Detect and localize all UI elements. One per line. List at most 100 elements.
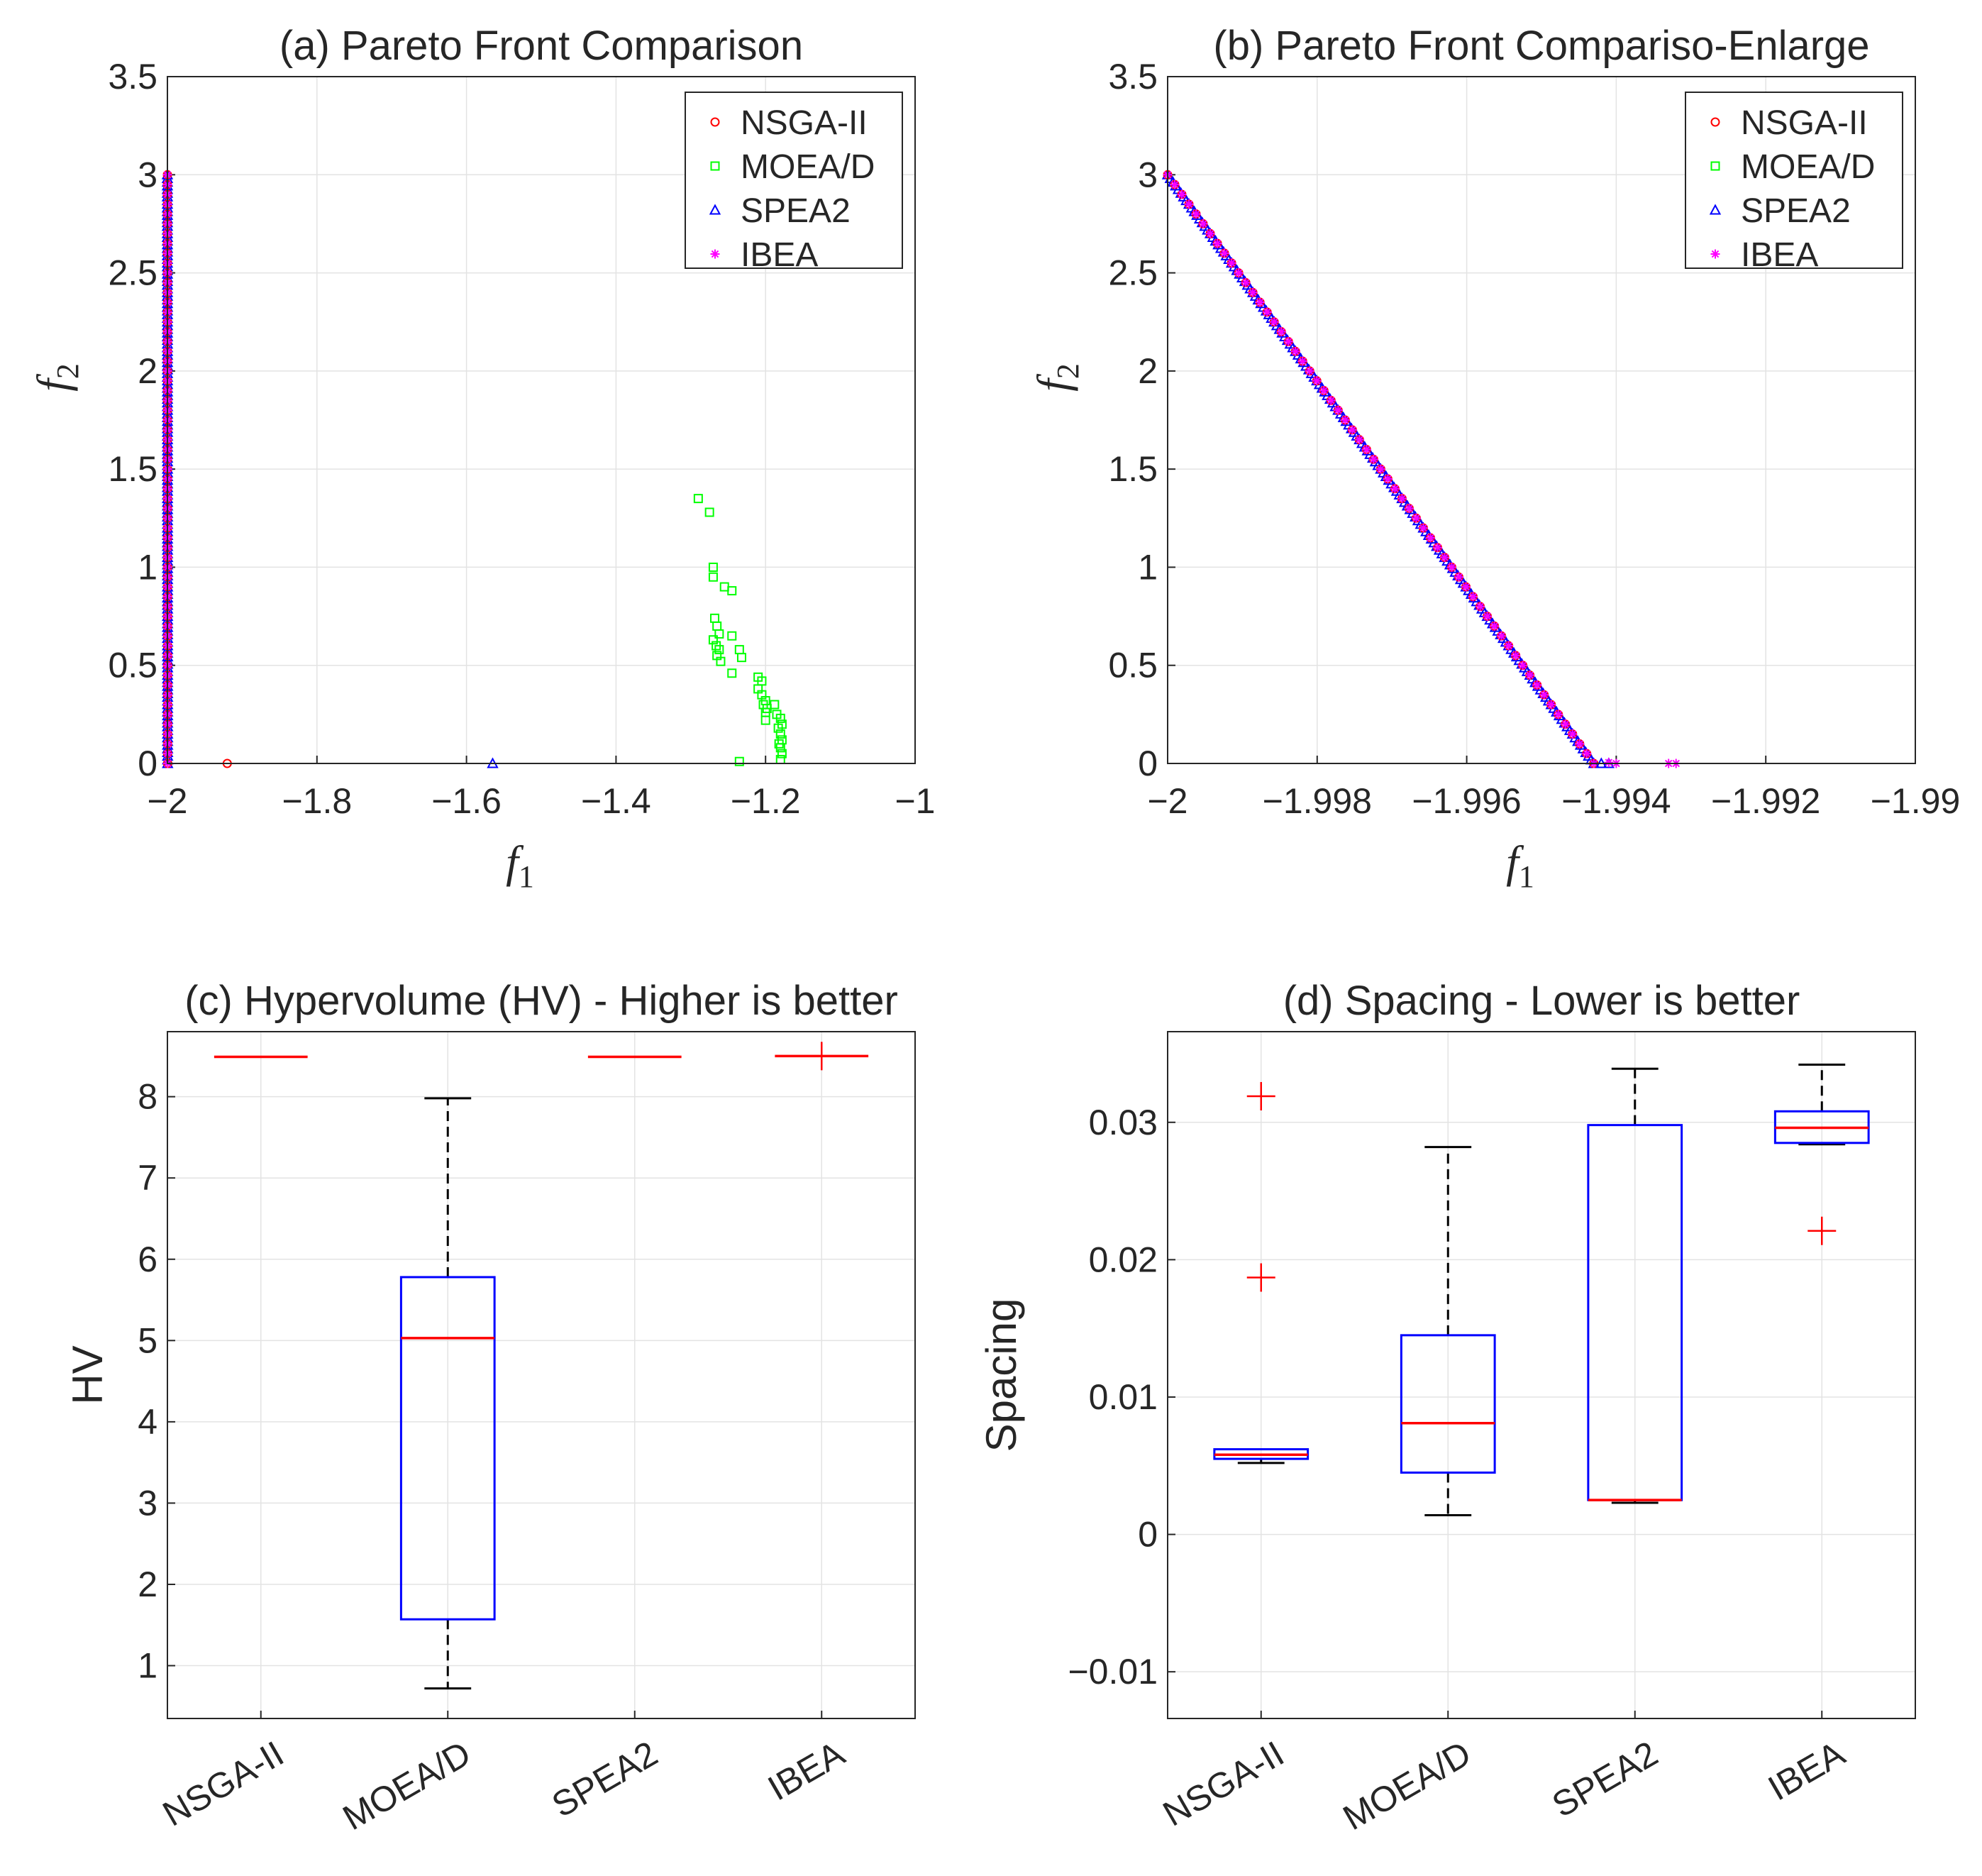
data-point — [760, 715, 770, 725]
front-marker — [1546, 700, 1556, 710]
front-marker — [1432, 543, 1442, 553]
front-marker — [1227, 258, 1236, 268]
front-marker — [1241, 277, 1251, 287]
legend-box — [1685, 92, 1903, 269]
data-point — [777, 749, 787, 758]
x-tick-label: −2 — [1147, 781, 1187, 821]
data-point — [736, 653, 746, 663]
chart-title: (d) Spacing - Lower is better — [1283, 978, 1800, 1024]
front-marker — [1425, 533, 1435, 543]
legend-marker — [1710, 249, 1720, 259]
chart-title: (c) Hypervolume (HV) - Higher is better — [184, 978, 898, 1024]
outlier-marker — [807, 1042, 836, 1071]
x-tick-label: −1.2 — [731, 781, 801, 821]
y-tick-label: 1.5 — [108, 449, 157, 489]
x-tick-label: −1.8 — [282, 781, 352, 821]
front-marker — [1177, 189, 1187, 199]
plot-frame — [167, 1031, 916, 1719]
front-marker — [1234, 268, 1244, 278]
data-point — [708, 572, 718, 582]
category-label: SPEA2 — [546, 1733, 665, 1825]
data-point — [734, 645, 744, 655]
y-tick-label: 0.5 — [1108, 646, 1158, 685]
front-marker — [1205, 228, 1215, 238]
legend-entry: SPEA2 — [1741, 192, 1851, 230]
y-tick-label: 0.03 — [1089, 1103, 1158, 1142]
front-marker — [1539, 690, 1549, 700]
front-marker — [1518, 661, 1528, 671]
y-tick-label: −0.01 — [1068, 1652, 1158, 1692]
front-marker — [1411, 513, 1421, 523]
legend-box — [685, 92, 903, 269]
y-tick-label: 1 — [138, 1646, 157, 1686]
x-tick-label: −1.6 — [431, 781, 502, 821]
data-point — [714, 629, 724, 639]
y-tick-label: 2.5 — [1108, 253, 1158, 293]
data-point — [727, 668, 737, 678]
front-marker — [1170, 180, 1180, 189]
y-tick-label: 2.5 — [108, 253, 157, 293]
data-point — [708, 635, 718, 645]
data-point — [714, 645, 724, 655]
category-label: NSGA-II — [1156, 1733, 1290, 1834]
legend-marker — [1710, 161, 1720, 171]
y-tick-label: 3.5 — [108, 57, 157, 96]
legend: NSGA-II MOEA/D SPEA2 IBEA — [1685, 92, 1903, 274]
panel-a-pareto-front: −2 −1.8 −1.6 −1.4 −1.2 −1 0 0.5 1 1.5 2 2.5 3 3.5 f1 f2… — [28, 23, 936, 894]
y-tick-label: 4 — [138, 1402, 157, 1442]
x-tick-label: −1.4 — [581, 781, 651, 821]
front-marker — [1554, 710, 1563, 719]
y-tick-label: 2 — [138, 351, 157, 391]
box-2 — [399, 1097, 496, 1690]
data-point — [734, 756, 744, 766]
front-marker — [1191, 209, 1201, 219]
y-tick-label: 2 — [1138, 351, 1158, 391]
outlier-marker — [1246, 1263, 1275, 1292]
y-tick-label: 0.5 — [108, 646, 157, 685]
front-marker — [1198, 219, 1208, 228]
legend-entry: NSGA-II — [741, 104, 868, 142]
data-point — [693, 494, 703, 504]
front-marker — [1504, 641, 1514, 651]
data-point — [719, 582, 729, 592]
x-tick-label: −1.994 — [1561, 781, 1671, 821]
plot-frame — [167, 76, 916, 764]
math-subscript: 2 — [1051, 363, 1085, 379]
legend-marker — [1709, 204, 1722, 215]
y-axis-label: f2 — [1028, 363, 1085, 392]
y-tick-label: 2 — [138, 1565, 157, 1604]
front-marker — [1390, 484, 1400, 494]
category-label: SPEA2 — [1546, 1733, 1665, 1825]
legend-entry: MOEA/D — [741, 148, 875, 186]
front-marker — [1568, 729, 1578, 739]
math-subscript: 1 — [1519, 859, 1534, 894]
legend-entry: IBEA — [1741, 236, 1818, 274]
plot-frame — [1167, 1031, 1916, 1719]
y-tick-label: 1 — [1138, 547, 1158, 587]
front-marker — [1461, 582, 1471, 592]
front-marker — [1454, 572, 1464, 582]
outlier-marker — [1807, 1216, 1837, 1245]
front-marker — [1447, 562, 1457, 572]
box-2 — [1400, 1146, 1496, 1516]
legend-entry: IBEA — [741, 236, 818, 274]
y-tick-label: 8 — [138, 1077, 157, 1117]
data-point — [712, 621, 722, 631]
legend-entry: MOEA/D — [1741, 148, 1875, 186]
panel-d-spacing-boxplot: NSGA-II MOEA/D SPEA2 IBEA −0.01 0 0.01 0.02 0.03… — [978, 978, 1916, 1838]
front-marker — [1561, 719, 1571, 729]
front-marker — [1375, 464, 1385, 474]
outlier-marker — [1246, 1081, 1275, 1110]
y-tick-label: 0 — [1138, 744, 1158, 783]
legend-entry: SPEA2 — [741, 192, 851, 230]
y-tick-label: 7 — [138, 1158, 157, 1198]
iqr-box — [1400, 1334, 1496, 1474]
y-tick-label: 0.02 — [1089, 1240, 1158, 1279]
category-label: NSGA-II — [156, 1733, 290, 1834]
front-marker — [1347, 425, 1357, 435]
legend: NSGA-II MOEA/D SPEA2 IBEA — [685, 92, 903, 274]
front-marker — [1319, 386, 1329, 396]
data-point — [773, 723, 783, 733]
x-tick-label: −1.992 — [1711, 781, 1820, 821]
front-marker — [1248, 287, 1258, 297]
